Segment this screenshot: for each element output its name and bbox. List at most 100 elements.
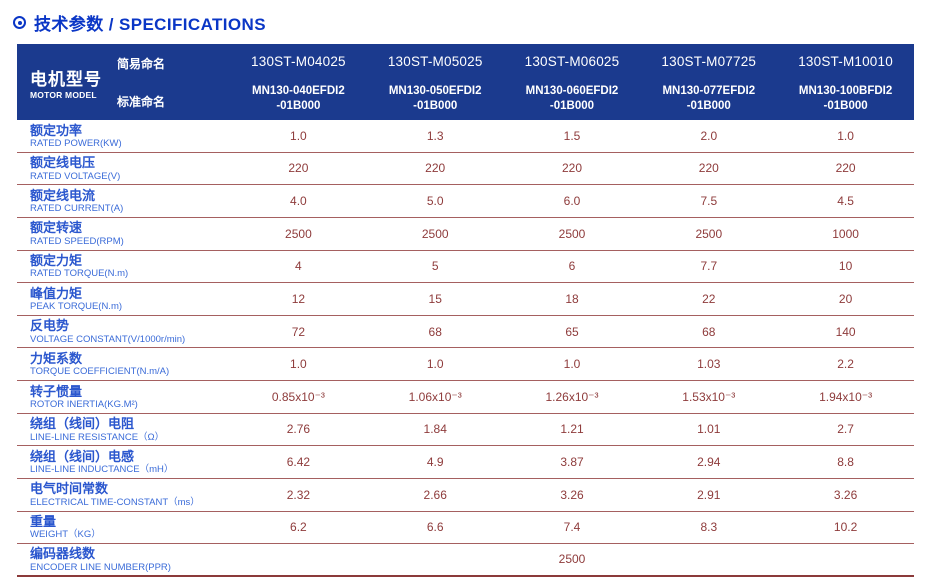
value-cell: 4 — [295, 259, 302, 274]
table-header: 电机型号 MOTOR MODEL 简易命名 标准命名 130ST-M04025 … — [17, 44, 914, 120]
row-label-cell: 额定力矩 RATED TORQUE(N.m) — [17, 253, 230, 280]
value-cell: 1.0 — [290, 128, 307, 143]
table-row: 绕组（线间）电感 LINE-LINE INDUCTANCE（mH） 6.42 4.… — [17, 446, 914, 479]
model-column: 130ST-M07725 MN130-077EFDI2 -01B000 — [640, 44, 777, 120]
row-values: 2500 2500 2500 2500 1000 — [230, 227, 914, 241]
value-cell: 1000 — [832, 226, 859, 241]
row-label-cell: 额定功率 RATED POWER(KW) — [17, 123, 230, 150]
value-cell: 1.0 — [837, 128, 854, 143]
value-cell: 1.53x10⁻³ — [682, 389, 736, 404]
row-values: 4.0 5.0 6.0 7.5 4.5 — [230, 194, 914, 208]
row-label-zh: 额定功率 — [30, 122, 83, 138]
standard-naming-label: 标准命名 — [117, 94, 166, 109]
row-label-zh: 力矩系数 — [30, 350, 83, 366]
value-cell: 5.0 — [426, 194, 444, 209]
value-cell: 68 — [702, 324, 716, 339]
value-cell: 8.8 — [837, 455, 854, 470]
row-label-cell: 额定转速 RATED SPEED(RPM) — [17, 220, 230, 247]
value-cell: 8.3 — [700, 520, 718, 535]
value-cell: 220 — [835, 161, 856, 176]
row-values: 72 68 65 68 140 — [230, 325, 914, 339]
row-label-en: PEAK TORQUE(N.m) — [30, 301, 123, 312]
model-standard-line1: MN130-077EFDI2 — [662, 85, 756, 98]
model-standard-name: MN130-050EFDI2 -01B000 — [367, 78, 504, 120]
row-label-en: ROTOR INERTIA(KG.M²) — [30, 398, 138, 410]
row-values: 1.0 1.3 1.5 2.0 1.0 — [230, 129, 914, 143]
value-cell: 1.26x10⁻³ — [545, 389, 599, 404]
row-label-en: LINE-LINE RESISTANCE（Ω） — [30, 431, 165, 443]
table-row: 力矩系数 TORQUE COEFFICIENT(N.m/A) 1.0 1.0 1.0… — [17, 348, 914, 381]
model-simple-name: 130ST-M07725 — [661, 53, 757, 69]
row-values: 6.42 4.9 3.87 2.94 8.8 — [230, 455, 914, 469]
model-columns: 130ST-M04025 MN130-040EFDI2 -01B000 130S… — [230, 44, 914, 120]
row-values: 4 5 6 7.7 10 — [230, 259, 914, 273]
row-values: 12 15 18 22 20 — [230, 292, 914, 306]
value-cell: 220 — [425, 161, 446, 176]
row-label-zh: 额定线电流 — [30, 187, 96, 203]
model-standard-name: MN130-100BFDI2 -01B000 — [777, 78, 914, 120]
value-cell: 4.0 — [290, 194, 307, 209]
table-row: 峰值力矩 PEAK TORQUE(N.m) 12 15 18 22 20 — [17, 283, 914, 316]
table-row: 反电势 VOLTAGE CONSTANT(V/1000r/min) 72 68 65… — [17, 316, 914, 349]
model-standard-line2: -01B000 — [823, 100, 868, 112]
value-cell: 6.6 — [426, 520, 444, 535]
value-cell: 2.76 — [286, 422, 311, 437]
row-label-cell: 力矩系数 TORQUE COEFFICIENT(N.m/A) — [17, 351, 230, 378]
model-standard-name: MN130-040EFDI2 -01B000 — [230, 78, 367, 120]
value-cell: 6 — [568, 259, 576, 274]
model-column: 130ST-M06025 MN130-060EFDI2 -01B000 — [504, 44, 641, 120]
value-cell: 2500 — [558, 226, 586, 241]
model-column: 130ST-M04025 MN130-040EFDI2 -01B000 — [230, 44, 367, 120]
row-label-zh: 绕组（线间）电感 — [30, 448, 135, 464]
table-row: 额定线电流 RATED CURRENT(A) 4.0 5.0 6.0 7.5 4.5 — [17, 185, 914, 218]
row-label-en: VOLTAGE CONSTANT(V/1000r/min) — [30, 333, 186, 345]
value-cell: 1.3 — [426, 128, 444, 143]
row-label-zh: 反电势 — [30, 318, 70, 334]
value-cell: 7.5 — [700, 194, 718, 209]
value-cell: 2.94 — [697, 455, 721, 470]
value-cell: 0.85x10⁻³ — [271, 389, 325, 404]
row-values: 2.76 1.84 1.21 1.01 2.7 — [230, 422, 914, 436]
row-label-en: ENCODER LINE NUMBER(PPR) — [30, 561, 171, 573]
model-simple-name: 130ST-M05025 — [387, 53, 483, 69]
row-label-zh: 编码器线数 — [30, 546, 96, 562]
spec-rows: 额定功率 RATED POWER(KW) 1.0 1.3 1.5 2.0 1.0 额定线… — [17, 120, 914, 545]
value-cell: 18 — [565, 291, 579, 306]
row-values: 2.32 2.66 3.26 2.91 3.26 — [230, 488, 914, 502]
value-cell: 220 — [698, 161, 719, 176]
specifications-table: 电机型号 MOTOR MODEL 简易命名 标准命名 130ST-M04025 … — [17, 44, 914, 577]
row-label-en: RATED TORQUE(N.m) — [30, 268, 129, 280]
value-cell: 5 — [431, 259, 439, 274]
row-label-zh: 电气时间常数 — [30, 481, 109, 497]
row-label-zh: 额定力矩 — [30, 253, 83, 269]
value-cell: 15 — [428, 291, 442, 306]
table-row: 电气时间常数 ELECTRICAL TIME-CONSTANT（ms） 2.32… — [17, 479, 914, 512]
value-cell: 3.26 — [560, 487, 584, 502]
row-label-zh: 重量 — [30, 514, 57, 530]
value-cell: 1.84 — [423, 422, 447, 437]
page-title: 技术参数 / SPECIFICATIONS — [34, 15, 266, 34]
circle-dot-icon — [13, 16, 26, 29]
value-cell: 72 — [291, 324, 306, 339]
value-cell: 22 — [702, 291, 716, 306]
value-cell: 20 — [838, 291, 853, 306]
value-cell: 7.7 — [700, 259, 718, 274]
row-label-cell: 绕组（线间）电感 LINE-LINE INDUCTANCE（mH） — [17, 449, 230, 476]
model-standard-line1: MN130-100BFDI2 — [798, 85, 893, 98]
model-standard-line1: MN130-060EFDI2 — [525, 85, 619, 98]
row-values: 220 220 220 220 220 — [230, 161, 914, 175]
row-label-en: ELECTRICAL TIME-CONSTANT（ms） — [30, 496, 200, 508]
model-standard-name: MN130-060EFDI2 -01B000 — [504, 78, 641, 120]
page-title-row: 技术参数 / SPECIFICATIONS — [13, 10, 266, 35]
value-cell: 1.0 — [426, 357, 444, 372]
value-cell: 6.42 — [286, 455, 311, 470]
value-cell: 10.2 — [833, 520, 858, 535]
model-simple-name: 130ST-M06025 — [524, 53, 620, 69]
row-label-en: LINE-LINE INDUCTANCE（mH） — [30, 464, 174, 476]
model-standard-line2: -01B000 — [549, 100, 595, 112]
row-label-zh: 额定转速 — [30, 220, 83, 236]
table-row: 转子惯量 ROTOR INERTIA(KG.M²) 0.85x10⁻³ 1.06x… — [17, 381, 914, 414]
model-simple-name: 130ST-M10010 — [798, 53, 893, 69]
row-label-en: RATED VOLTAGE(V) — [30, 170, 121, 182]
model-simple-name: 130ST-M04025 — [251, 53, 346, 69]
